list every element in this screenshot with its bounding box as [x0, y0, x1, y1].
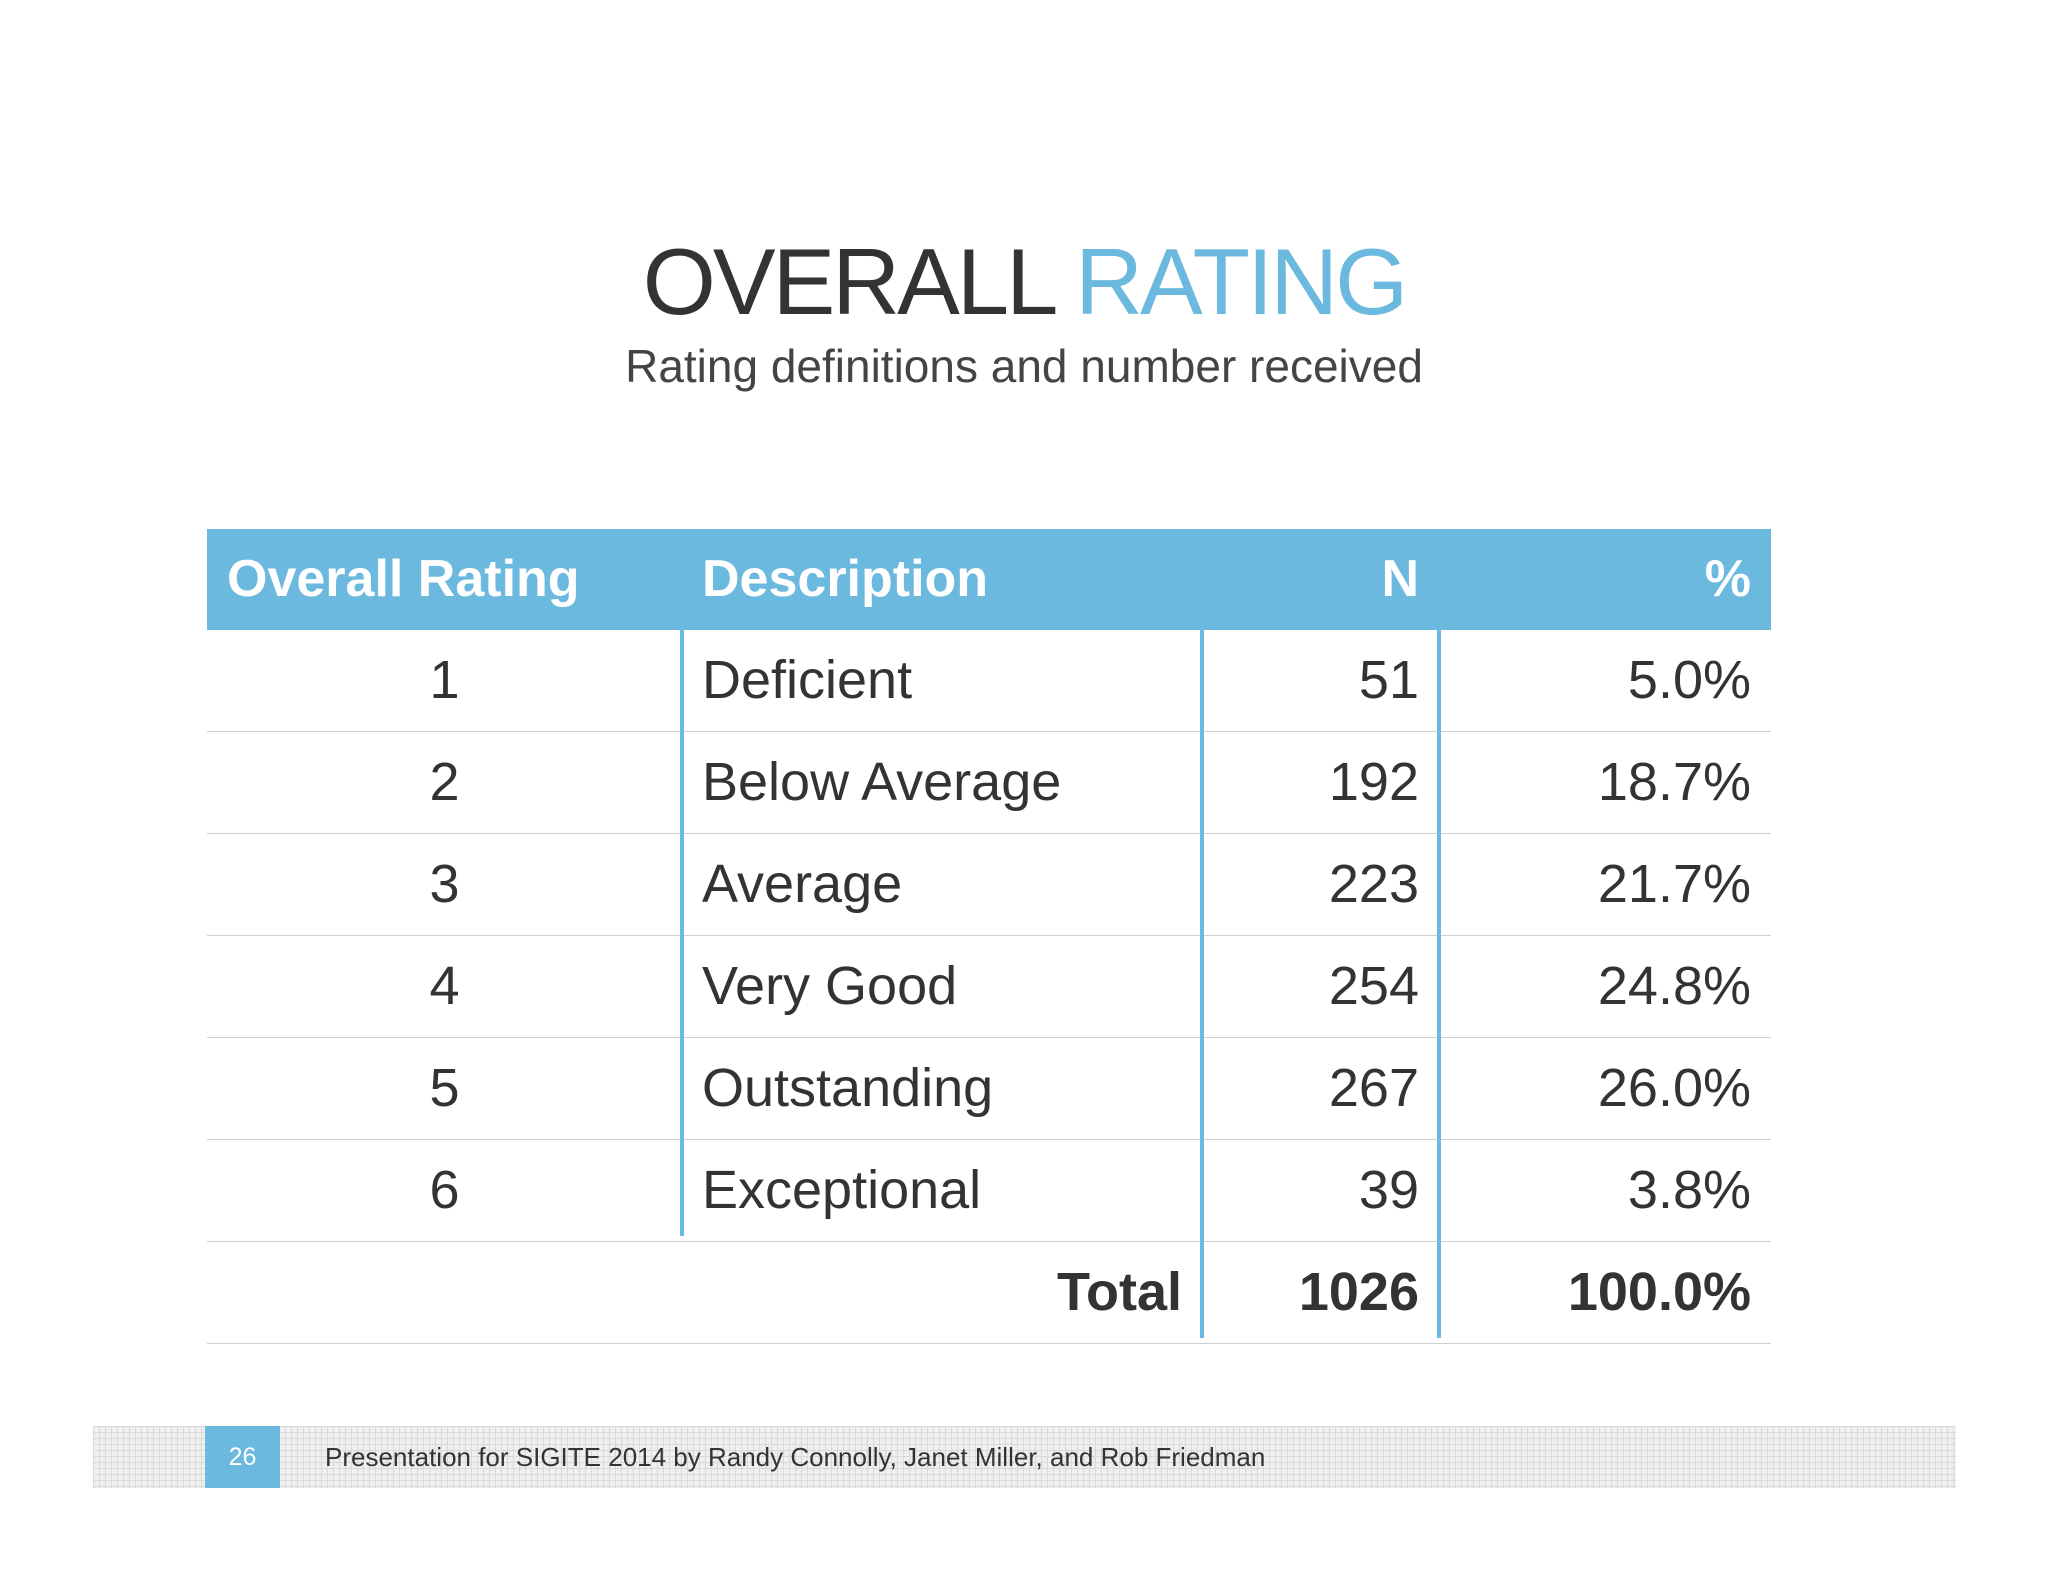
rating-cell: 5 [429, 1058, 460, 1118]
table-row: 4 Very Good 254 24.8% [207, 936, 1771, 1038]
table-row: 6 Exceptional 39 3.8% [207, 1140, 1771, 1242]
rating-cell: 2 [429, 752, 460, 812]
title-part-2: RATING [1075, 229, 1408, 334]
table-row: 3 Average 223 21.7% [207, 834, 1771, 936]
rating-cell: 3 [429, 854, 460, 914]
rating-cell: 6 [429, 1160, 460, 1220]
percent-cell: 3.8% [1627, 1160, 1751, 1220]
total-percent: 100.0% [1567, 1262, 1751, 1322]
percent-cell: 18.7% [1597, 752, 1751, 812]
rating-table: Overall Rating Description N % 1 Deficie… [207, 529, 1771, 1344]
n-cell: 267 [1328, 1058, 1419, 1118]
header-description: Description [702, 550, 989, 608]
slide-footer: 26 Presentation for SIGITE 2014 by Randy… [93, 1426, 1956, 1488]
header-percent: % [1704, 550, 1751, 608]
table-row: 2 Below Average 192 18.7% [207, 732, 1771, 834]
n-cell: 254 [1328, 956, 1419, 1016]
total-n: 1026 [1298, 1262, 1419, 1322]
column-divider-n [1437, 630, 1441, 1338]
percent-cell: 21.7% [1597, 854, 1751, 914]
column-divider-rating [680, 630, 684, 1236]
rating-cell: 4 [429, 956, 460, 1016]
percent-cell: 5.0% [1627, 650, 1751, 710]
table-header-row: Overall Rating Description N % [207, 529, 1771, 630]
title-part-1: OVERALL [642, 229, 1055, 334]
table-row: 1 Deficient 51 5.0% [207, 630, 1771, 732]
rating-cell: 1 [429, 650, 460, 710]
percent-cell: 24.8% [1597, 956, 1751, 1016]
description-cell: Outstanding [702, 1058, 994, 1118]
header-n: N [1381, 550, 1419, 608]
n-cell: 192 [1328, 752, 1419, 812]
slide-subtitle: Rating definitions and number received [625, 340, 1423, 392]
slide-title: OVERALL RATING [0, 222, 2048, 342]
description-cell: Exceptional [702, 1160, 982, 1220]
table-total-row: Total 1026 100.0% [207, 1242, 1771, 1344]
footer-credit: Presentation for SIGITE 2014 by Randy Co… [325, 1442, 1266, 1472]
total-label: Total [1057, 1262, 1182, 1322]
n-cell: 39 [1358, 1160, 1419, 1220]
table-row: 5 Outstanding 267 26.0% [207, 1038, 1771, 1140]
description-cell: Average [702, 854, 903, 914]
description-cell: Below Average [702, 752, 1062, 812]
percent-cell: 26.0% [1597, 1058, 1751, 1118]
description-cell: Very Good [702, 956, 958, 1016]
header-overall-rating: Overall Rating [227, 550, 580, 608]
n-cell: 51 [1358, 650, 1419, 710]
column-divider-description [1200, 630, 1204, 1338]
description-cell: Deficient [702, 650, 913, 710]
n-cell: 223 [1328, 854, 1419, 914]
page-number: 26 [205, 1426, 280, 1488]
